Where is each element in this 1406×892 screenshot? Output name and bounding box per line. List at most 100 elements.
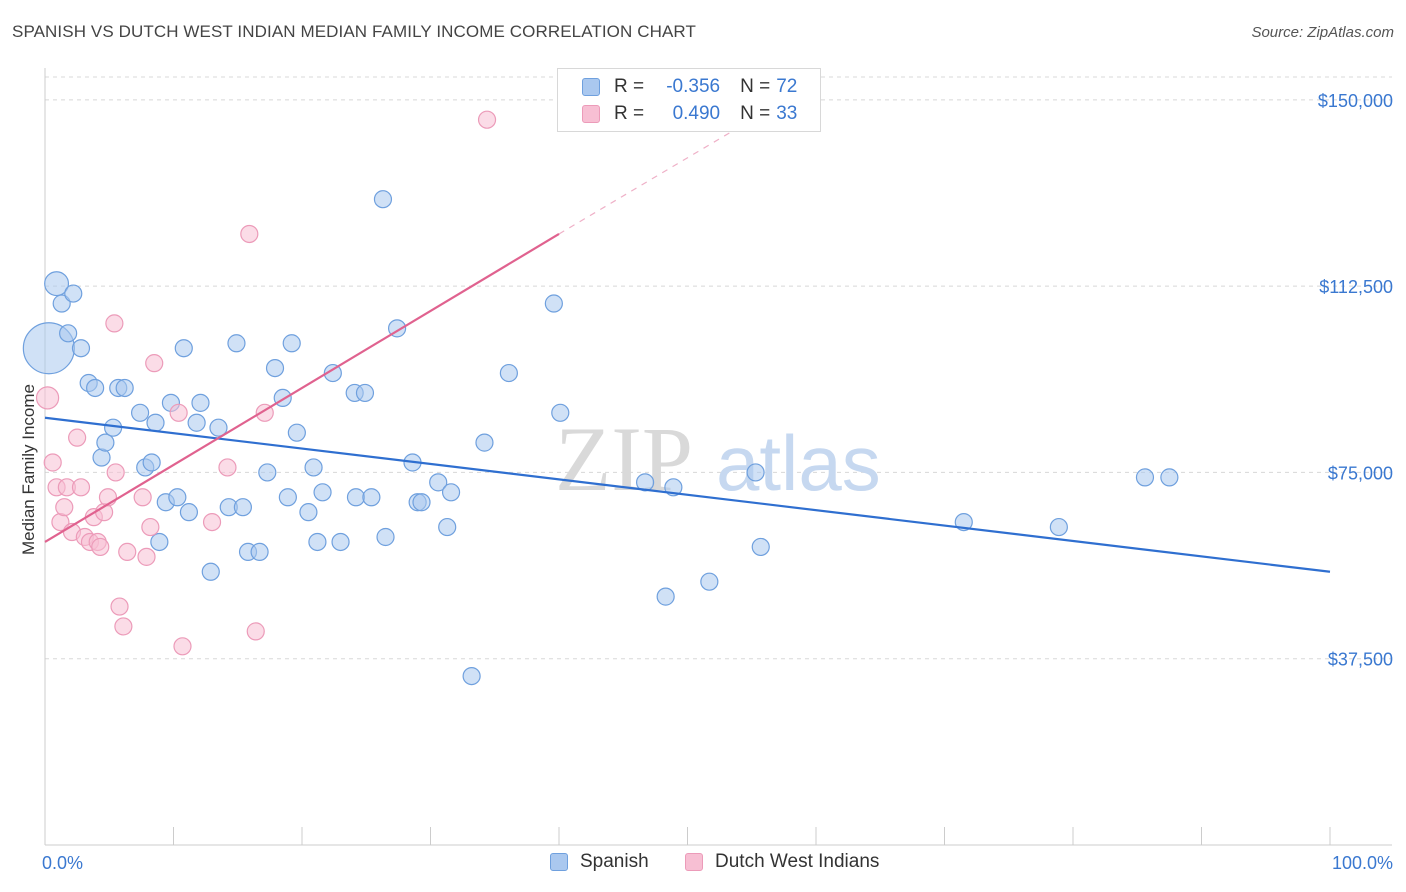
spanish-point <box>227 334 246 353</box>
legend-n-value-dutch: 33 <box>776 103 798 124</box>
spanish-point <box>499 363 518 383</box>
spanish-point <box>209 418 228 437</box>
dutch-point <box>477 110 497 129</box>
spanish-point <box>313 483 332 502</box>
dutch-point <box>43 453 62 472</box>
spanish-point <box>346 488 366 507</box>
y-tick-label: $112,500 <box>1319 277 1393 297</box>
spanish-point <box>441 483 461 502</box>
y-tick-label: $150,000 <box>1318 91 1393 111</box>
trend-line-dutch <box>44 233 560 543</box>
spanish-point <box>71 339 91 358</box>
stats-legend: R = -0.356 N = 72 R = 0.490 N = 33 <box>557 68 821 132</box>
spanish-point <box>258 463 277 482</box>
spanish-point <box>323 363 342 383</box>
dutch-point <box>141 517 160 537</box>
legend-row-spanish: R = -0.356 N = 72 <box>558 74 797 100</box>
y-axis-label: Median Family Income <box>19 384 38 555</box>
spanish-point <box>1160 468 1179 487</box>
dutch-point <box>145 354 164 373</box>
dutch-point <box>68 428 87 447</box>
dutch-swatch <box>685 853 703 871</box>
spanish-point <box>308 532 327 552</box>
spanish-point <box>278 488 297 507</box>
spanish-point <box>475 433 494 452</box>
spanish-point <box>299 503 318 522</box>
spanish-point <box>130 403 150 422</box>
legend-label-spanish: Spanish <box>580 851 649 872</box>
spanish-point <box>751 537 770 557</box>
dutch-point <box>202 512 222 532</box>
spanish-point <box>52 294 71 313</box>
spanish-point <box>44 271 70 297</box>
dutch-point <box>114 617 133 636</box>
spanish-point <box>700 572 719 591</box>
legend-item-dutch[interactable]: Dutch West Indians <box>685 851 879 873</box>
legend-n-label: N = <box>740 103 771 124</box>
spanish-point <box>635 473 655 492</box>
spanish-point <box>59 324 78 343</box>
spanish-point <box>438 517 457 537</box>
spanish-point <box>86 378 105 398</box>
trend-line-dutch-extension <box>558 119 753 235</box>
spanish-point <box>187 413 206 432</box>
x-tick-label: 0.0% <box>42 853 83 873</box>
spanish-point <box>96 433 115 452</box>
spanish-point <box>250 542 269 562</box>
spanish-swatch <box>582 78 600 96</box>
spanish-point <box>1135 468 1155 487</box>
spanish-point <box>146 413 165 432</box>
dutch-point <box>91 537 110 557</box>
spanish-point <box>551 403 570 422</box>
spanish-point <box>115 378 134 398</box>
spanish-point <box>265 358 285 378</box>
spanish-point <box>201 562 220 581</box>
chart-title: SPANISH VS DUTCH WEST INDIAN MEDIAN FAMI… <box>12 22 696 41</box>
dutch-point <box>169 403 188 422</box>
y-tick-label: $75,000 <box>1328 463 1393 483</box>
spanish-point <box>746 463 765 482</box>
spanish-point <box>373 190 393 209</box>
spanish-point <box>1049 517 1068 537</box>
spanish-point <box>150 532 169 552</box>
spanish-swatch <box>550 853 568 871</box>
spanish-point <box>429 473 448 492</box>
dutch-point <box>218 458 237 477</box>
spanish-point <box>174 339 193 358</box>
dutch-point <box>71 478 91 497</box>
spanish-point <box>168 488 187 507</box>
spanish-point <box>233 498 252 517</box>
x-tick-label: 100.0% <box>1332 853 1393 873</box>
spanish-point <box>355 383 375 403</box>
spanish-point <box>462 666 481 686</box>
dutch-point <box>105 314 124 333</box>
dutch-point <box>110 597 129 616</box>
trend-line-spanish <box>44 416 1331 573</box>
spanish-point <box>304 458 323 477</box>
series-legend: Spanish Dutch West Indians <box>0 851 1406 877</box>
spanish-point <box>92 448 111 467</box>
dutch-point <box>35 386 60 410</box>
dutch-point <box>173 637 192 656</box>
spanish-point <box>191 393 210 412</box>
spanish-point <box>331 532 350 552</box>
series-dutch <box>35 110 497 656</box>
spanish-point <box>412 493 431 512</box>
dutch-point <box>137 547 156 566</box>
dutch-point <box>55 498 74 517</box>
spanish-point <box>362 488 381 507</box>
spanish-point <box>544 294 563 313</box>
spanish-point <box>142 453 161 472</box>
spanish-point <box>376 527 395 547</box>
dutch-point <box>240 224 259 244</box>
y-tick-label: $37,500 <box>1328 650 1393 670</box>
legend-r-label: R = <box>614 76 645 97</box>
legend-n-value-spanish: 72 <box>776 76 798 97</box>
dutch-point <box>246 622 265 641</box>
dutch-swatch <box>582 105 600 123</box>
legend-item-spanish[interactable]: Spanish <box>550 851 649 873</box>
spanish-point <box>282 334 301 353</box>
legend-row-dutch: R = 0.490 N = 33 <box>558 101 797 127</box>
legend-label-dutch: Dutch West Indians <box>715 851 880 872</box>
dutch-point <box>118 542 137 562</box>
